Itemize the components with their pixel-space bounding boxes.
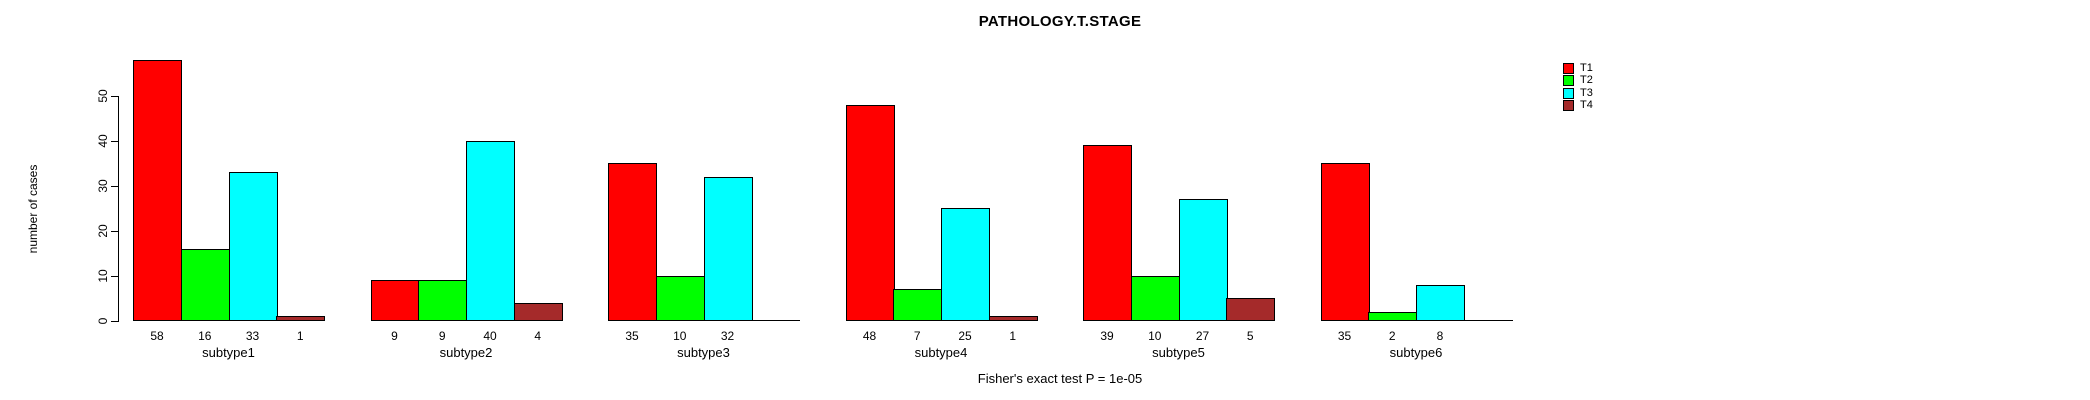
bar-t3-subtype3 <box>703 177 753 321</box>
bar-t3-subtype4 <box>941 208 990 321</box>
bar-t4-subtype2 <box>513 303 563 321</box>
category-label-subtype3: subtype3 <box>677 345 730 360</box>
y-tick <box>111 141 119 142</box>
bar-value-label: 10 <box>1148 329 1162 343</box>
chart-title: PATHOLOGY.T.STAGE <box>978 13 1142 30</box>
bar-t2-subtype5 <box>1130 276 1180 321</box>
category-label-subtype5: subtype5 <box>1152 345 1205 360</box>
bar-zero-t4-subtype6 <box>1463 320 1513 321</box>
bar-t3-subtype6 <box>1416 285 1465 321</box>
bar-value-label: 1 <box>1009 329 1017 343</box>
category-label-subtype6: subtype6 <box>1389 345 1443 360</box>
bar-t4-subtype1 <box>276 316 326 321</box>
y-tick <box>111 321 119 322</box>
bar-t4-subtype5 <box>1226 298 1276 321</box>
bar-value-label: 10 <box>673 329 687 343</box>
y-axis-line <box>118 96 119 322</box>
bar-t1-subtype3 <box>608 163 657 321</box>
bar-value-label: 48 <box>862 329 877 343</box>
bar-value-label: 39 <box>1100 329 1114 343</box>
y-tick <box>111 276 119 277</box>
bar-value-label: 1 <box>296 329 304 343</box>
bar-value-label: 40 <box>483 329 497 343</box>
legend-swatch-t2 <box>1563 75 1574 87</box>
y-tick <box>111 96 119 97</box>
fisher-test-annotation: Fisher's exact test P = 1e-05 <box>977 371 1143 386</box>
bar-value-label: 27 <box>1195 329 1210 343</box>
bar-value-label: 8 <box>1436 329 1444 343</box>
y-tick <box>111 186 119 187</box>
legend-swatch-t3 <box>1563 87 1574 99</box>
bar-t1-subtype5 <box>1083 145 1132 321</box>
category-label-subtype1: subtype1 <box>202 345 255 360</box>
bar-t1-subtype4 <box>845 105 895 321</box>
bar-value-label: 7 <box>913 329 921 343</box>
legend-label-t4: T4 <box>1580 99 1593 112</box>
legend-label-t2: T2 <box>1580 74 1593 87</box>
bar-value-label: 58 <box>150 329 164 343</box>
bar-t2-subtype2 <box>418 280 468 321</box>
bar-value-label: 33 <box>245 329 260 343</box>
bar-value-label: 2 <box>1388 329 1396 343</box>
bar-value-label: 5 <box>1246 329 1254 343</box>
legend-swatch-t4 <box>1563 100 1574 112</box>
bar-value-label: 35 <box>625 329 639 343</box>
bar-t4-subtype4 <box>988 316 1038 321</box>
bar-value-label: 32 <box>720 329 735 343</box>
bar-zero-t4-subtype3 <box>751 320 801 321</box>
bar-t1-subtype2 <box>370 280 420 321</box>
bar-value-label: 25 <box>958 329 972 343</box>
bar-t3-subtype1 <box>228 172 278 321</box>
category-label-subtype2: subtype2 <box>439 345 493 360</box>
legend-swatch-t1 <box>1563 63 1574 74</box>
bar-t3-subtype2 <box>466 141 515 321</box>
bar-value-label: 35 <box>1337 329 1352 343</box>
bar-t2-subtype4 <box>893 289 943 321</box>
bar-value-label: 4 <box>534 329 542 343</box>
legend-label-t3: T3 <box>1580 86 1593 99</box>
bar-t2-subtype3 <box>655 276 705 321</box>
bar-value-label: 9 <box>391 329 398 343</box>
bar-t3-subtype5 <box>1178 199 1228 321</box>
bar-value-label: 16 <box>198 329 212 343</box>
category-label-subtype4: subtype4 <box>914 345 968 360</box>
bar-t1-subtype6 <box>1320 163 1370 321</box>
y-tick <box>111 231 119 232</box>
bar-value-label: 9 <box>438 329 446 343</box>
bar-t1-subtype1 <box>133 60 182 321</box>
legend-label-t1: T1 <box>1580 62 1593 74</box>
